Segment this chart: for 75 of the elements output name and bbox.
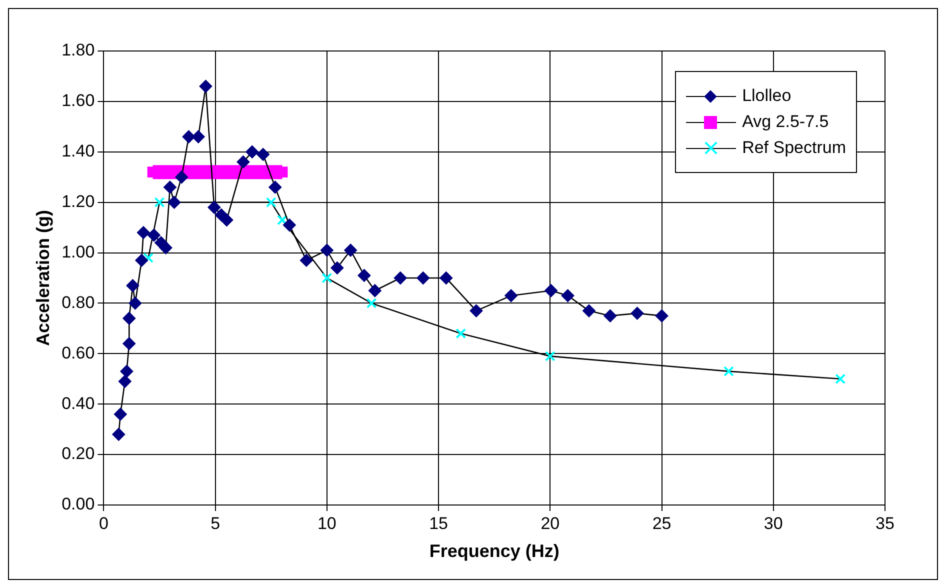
- point: [192, 130, 205, 144]
- point: [122, 312, 136, 325]
- point: [199, 80, 212, 93]
- point: [135, 254, 148, 267]
- point: [604, 309, 617, 322]
- point: [266, 197, 276, 208]
- legend-label: Ref Spectrum: [742, 138, 846, 158]
- x-tick-label: 10: [317, 514, 336, 533]
- point: [268, 180, 282, 194]
- point: [320, 244, 334, 257]
- point: [163, 180, 176, 194]
- legend-label: Llolleo: [742, 86, 792, 106]
- point: [114, 408, 127, 421]
- point: [440, 272, 453, 284]
- point: [504, 289, 518, 302]
- point: [416, 272, 430, 284]
- y-tick-label: 1.00: [62, 242, 95, 262]
- point: [277, 214, 288, 226]
- point: [282, 218, 296, 232]
- point: [344, 244, 358, 257]
- legend-label: Avg 2.5-7.5: [742, 112, 829, 132]
- point: [126, 279, 140, 292]
- x-tick-label: 0: [98, 514, 108, 533]
- point: [322, 272, 332, 284]
- y-tick-label: 1.20: [62, 192, 95, 212]
- point: [456, 328, 466, 339]
- point: [655, 309, 668, 322]
- point: [246, 145, 259, 158]
- point: [630, 306, 644, 320]
- point: [208, 200, 221, 214]
- y-tick-label: 1.60: [62, 91, 95, 110]
- point: [147, 228, 160, 242]
- point: [368, 284, 382, 298]
- point: [112, 428, 126, 441]
- point: [582, 304, 596, 318]
- y-tick-label: 0.40: [62, 394, 95, 413]
- point: [300, 254, 313, 267]
- point: [128, 296, 142, 310]
- x-tick-label: 35: [876, 514, 894, 533]
- y-tick-label: 1.80: [62, 40, 95, 60]
- point: [835, 374, 846, 384]
- x-tick-label: 5: [210, 514, 220, 533]
- point: [358, 268, 371, 282]
- point: [723, 366, 734, 377]
- point: [118, 374, 132, 388]
- point: [544, 350, 556, 362]
- x-tick-label: 25: [652, 514, 672, 533]
- point: [168, 196, 181, 209]
- x-tick-label: 30: [764, 514, 783, 533]
- point: [136, 226, 150, 240]
- point: [220, 213, 234, 226]
- y-tick-label: 0.60: [62, 343, 95, 362]
- point: [236, 155, 250, 168]
- point: [330, 261, 344, 274]
- point: [256, 148, 270, 161]
- x-tick-label: 15: [429, 514, 448, 533]
- point: [182, 130, 196, 144]
- x-tick-label: 20: [540, 514, 560, 533]
- point: [154, 197, 165, 208]
- point: [175, 170, 188, 184]
- point: [159, 241, 172, 254]
- point: [394, 272, 407, 284]
- point: [544, 284, 558, 298]
- point: [561, 289, 574, 302]
- point: [470, 304, 483, 318]
- y-tick-label: 0.80: [62, 292, 95, 312]
- point: [366, 298, 377, 308]
- y-axis-title: Acceleration (g): [32, 210, 53, 346]
- y-tick-label: 0.00: [62, 494, 95, 514]
- y-tick-label: 0.20: [62, 444, 95, 464]
- point: [120, 364, 134, 378]
- point: [143, 252, 154, 264]
- y-tick-label: 1.40: [62, 142, 95, 161]
- x-axis-title: Frequency (Hz): [429, 541, 560, 562]
- point: [122, 337, 136, 350]
